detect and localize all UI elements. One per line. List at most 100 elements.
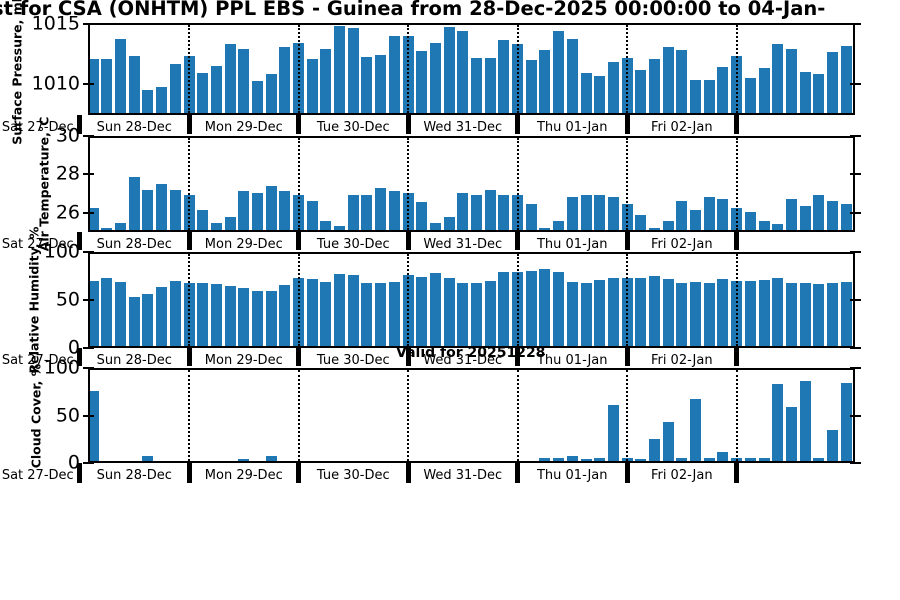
air-temperature-bar: [635, 215, 647, 230]
day-label: Sun 28-Dec: [96, 237, 172, 252]
relative-humidity-bar: [703, 282, 715, 346]
air-temperature-bar: [457, 193, 469, 230]
relative-humidity-bar: [347, 275, 359, 346]
panel-cloud-cover: [88, 368, 855, 463]
day-label: Tue 30-Dec: [316, 353, 390, 368]
cloud-cover-bar: [758, 458, 770, 461]
ytick-mark: [849, 23, 861, 26]
air-temperature-bar: [525, 204, 537, 230]
surface-pressure-bar: [607, 61, 619, 113]
relative-humidity-bar: [457, 282, 469, 346]
panel-surface-pressure: [88, 23, 855, 115]
y-axis-label-cloud-cover: Cloud Cover, %: [28, 363, 44, 468]
surface-pressure-bar: [703, 79, 715, 113]
surface-pressure-bar: [115, 38, 127, 113]
surface-pressure-bar: [361, 57, 373, 113]
day-label: Sun 28-Dec: [96, 468, 172, 483]
day-label: Mon 29-Dec: [204, 120, 283, 135]
air-temperature-bar: [101, 228, 113, 230]
ytick-mark: [849, 462, 861, 464]
surface-pressure-bar: [813, 74, 825, 113]
ytick-mark: [849, 251, 861, 253]
ytick-mark: [82, 299, 94, 301]
air-temperature-bar: [690, 209, 702, 230]
day-boundary-line: [407, 25, 409, 113]
air-temperature-bar: [553, 220, 565, 230]
day-tick: [515, 463, 520, 483]
surface-pressure-bar: [156, 86, 168, 113]
ytick-mark: [849, 135, 861, 137]
relative-humidity-bar: [320, 281, 332, 346]
day-boundary-line: [407, 370, 409, 461]
relative-humidity-bar: [224, 286, 236, 346]
day-tick: [624, 348, 630, 366]
ytick-label: 28: [55, 162, 80, 185]
cloud-cover-bar: [799, 380, 811, 461]
surface-pressure-bar: [429, 43, 441, 113]
ytick-mark: [82, 82, 94, 85]
surface-pressure-bar: [525, 60, 537, 113]
surface-pressure-bar: [224, 44, 236, 113]
relative-humidity-bar: [498, 272, 510, 346]
air-temperature-bar: [251, 193, 263, 230]
relative-humidity-bar: [553, 272, 565, 346]
day-tick: [405, 348, 411, 366]
air-temperature-bar: [375, 187, 387, 230]
air-temperature-bar: [813, 195, 825, 230]
relative-humidity-bar: [744, 280, 756, 346]
relative-humidity-bar: [334, 274, 346, 346]
ytick-mark: [849, 367, 861, 369]
air-temperature-bar: [758, 220, 770, 230]
y-axis-label-relative-humidity: Relative Humidity, %: [26, 226, 42, 374]
day-tick: [624, 232, 630, 250]
air-temperature-bar: [347, 195, 359, 230]
relative-humidity-bar: [142, 293, 154, 346]
surface-pressure-bar: [388, 36, 400, 113]
air-temperature-bar: [566, 196, 578, 230]
day-label: Thu 01-Jan: [536, 120, 608, 135]
relative-humidity-bar: [690, 281, 702, 346]
air-temperature-bar: [484, 189, 496, 230]
day-tick: [77, 232, 82, 250]
surface-pressure-bar: [676, 50, 688, 113]
surface-pressure-bar: [320, 49, 332, 113]
air-temperature-bar: [717, 198, 729, 230]
surface-pressure-bar: [799, 71, 811, 113]
surface-pressure-bar: [594, 76, 606, 113]
air-temperature-bar: [799, 206, 811, 230]
day-tick: [186, 348, 192, 366]
ytick-mark: [82, 135, 94, 137]
ytick-mark: [82, 173, 94, 176]
air-temperature-bar: [90, 207, 99, 230]
cloud-cover-bar: [703, 458, 715, 461]
cloud-cover-bar: [826, 430, 838, 461]
ytick-label: 50: [55, 288, 80, 311]
surface-pressure-bar: [758, 68, 770, 113]
day-tick: [624, 115, 630, 134]
day-tick: [734, 115, 739, 134]
air-temperature-bar: [498, 195, 510, 230]
surface-pressure-bar: [457, 30, 469, 113]
relative-humidity-bar: [484, 280, 496, 346]
ytick-label: 100: [43, 240, 80, 263]
surface-pressure-bar: [142, 90, 154, 113]
air-temperature-bar: [156, 184, 168, 230]
air-temperature-bar: [279, 191, 291, 230]
day-tick: [186, 463, 192, 483]
day-boundary-line: [297, 370, 300, 461]
day-tick: [515, 115, 520, 134]
day-label: Sun 28-Dec: [96, 353, 172, 368]
day-tick: [734, 348, 739, 366]
ytick-label: 30: [55, 124, 80, 147]
day-tick: [77, 348, 82, 366]
day-label: Mon 29-Dec: [204, 468, 283, 483]
day-boundary-line: [516, 25, 519, 113]
day-label: Tue 30-Dec: [316, 120, 390, 135]
cloud-cover-bar: [662, 421, 674, 461]
relative-humidity-bar: [265, 290, 277, 346]
cloud-cover-bar: [744, 458, 756, 461]
relative-humidity-bar: [580, 282, 592, 346]
cloud-cover-bar: [676, 458, 688, 461]
air-temperature-bar: [306, 200, 318, 230]
relative-humidity-bar: [539, 268, 551, 346]
